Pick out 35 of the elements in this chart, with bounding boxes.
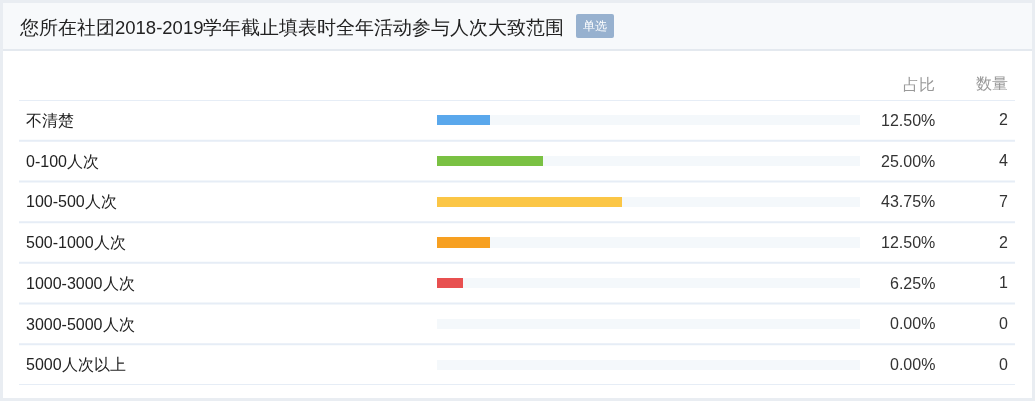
bar: [489, 237, 860, 248]
data-label: 4: [999, 151, 1008, 171]
data-label: 2: [999, 110, 1008, 130]
data-label: 2: [999, 232, 1008, 253]
y-tick-label: 不清楚: [26, 111, 74, 129]
data-label: 1: [999, 273, 1008, 293]
y-tick-label: 1000-3000人次: [26, 274, 135, 292]
data-label: 12.50%: [881, 234, 936, 251]
bar: [437, 237, 490, 248]
data-label: 0: [999, 355, 1008, 375]
data-label: 0.00%: [890, 315, 936, 332]
y-tick-label: 3000-5000人次: [26, 315, 135, 333]
bar: [463, 278, 860, 289]
bar: [622, 196, 860, 207]
bar: [437, 155, 543, 167]
y-tick-label: 0-100人次: [26, 152, 99, 170]
data-label: 12.50%: [881, 112, 936, 129]
bar: [542, 155, 860, 167]
chart-subtitle: 单选: [576, 14, 614, 38]
data-label: 25.00%: [881, 153, 936, 170]
data-label: 6.25%: [890, 275, 936, 292]
data-label: 0.00%: [890, 356, 936, 373]
text: 数量: [976, 74, 1008, 94]
y-tick-label: 5000人次以上: [26, 356, 126, 374]
y-tick-label: 100-500人次: [26, 193, 117, 211]
text: 占比: [903, 76, 935, 93]
data-label: 0: [999, 314, 1008, 334]
bar: [437, 115, 490, 126]
y-tick-label: 500-1000人次: [26, 234, 126, 252]
chart-title: 您所在社团2018-2019学年截止填表时全年活动参与人次大致范围: [20, 16, 565, 40]
data-label: 7: [999, 192, 1008, 212]
bar: [437, 278, 464, 289]
bar: [489, 115, 860, 126]
data-label: 43.75%: [881, 193, 936, 210]
bar: [437, 196, 623, 207]
